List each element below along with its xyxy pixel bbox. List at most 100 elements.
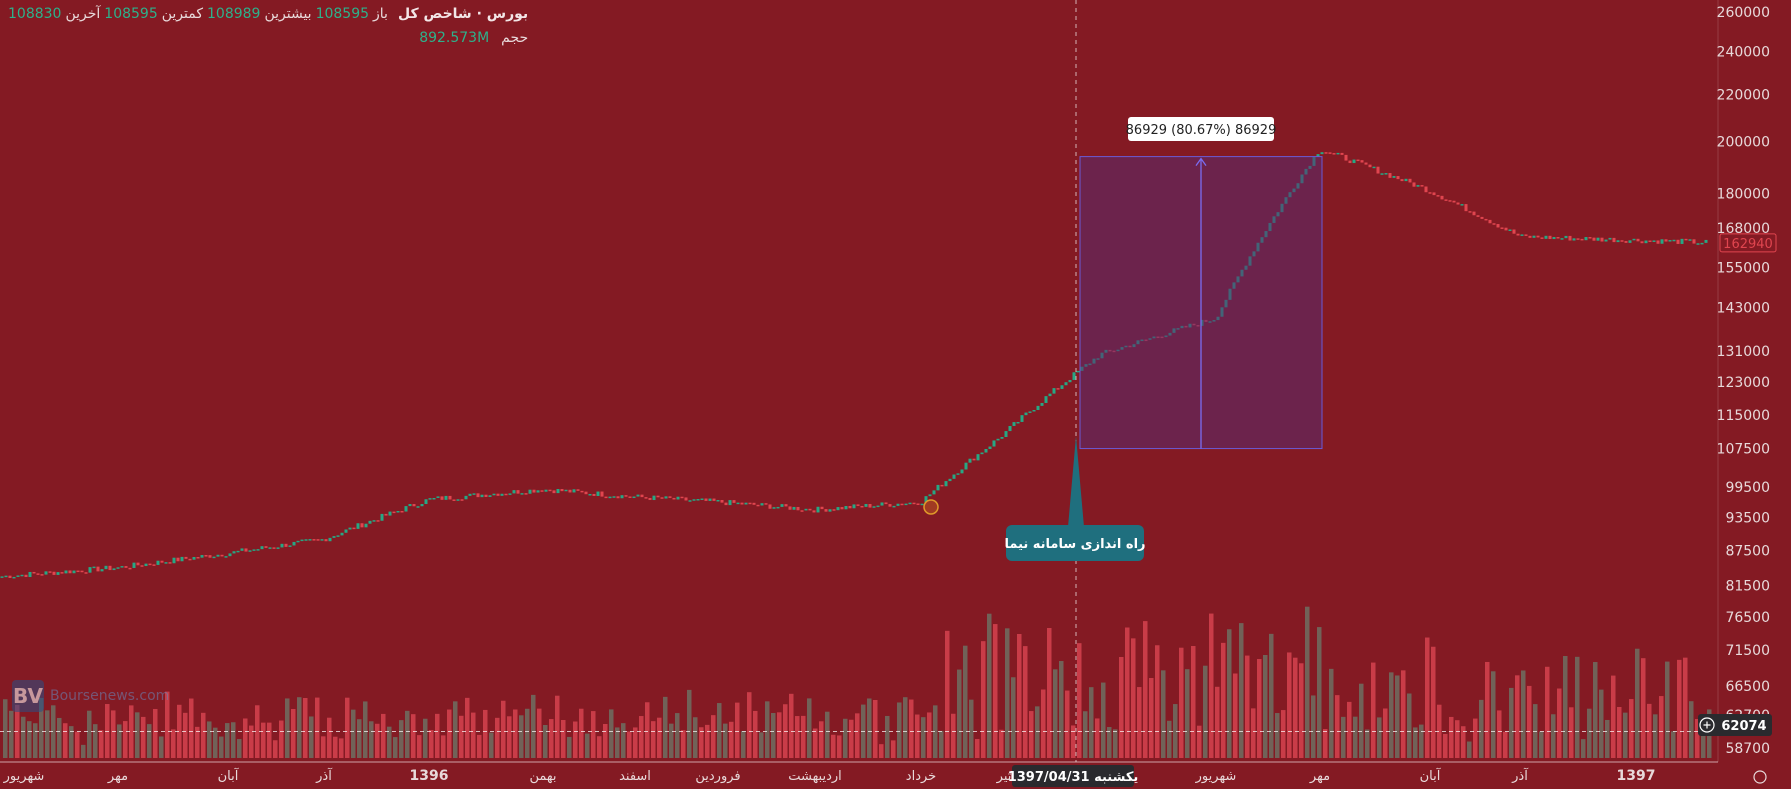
volume-bar xyxy=(339,738,344,758)
volume-bar xyxy=(885,715,890,758)
candle xyxy=(440,496,444,500)
candle xyxy=(392,511,396,514)
volume-bar xyxy=(1425,637,1430,758)
candle xyxy=(844,505,848,510)
volume-bar xyxy=(1587,708,1592,758)
candle xyxy=(504,493,508,496)
candle xyxy=(524,493,528,495)
volume-bar xyxy=(801,715,806,758)
volume-bar xyxy=(1413,727,1418,758)
candle xyxy=(1508,229,1512,231)
candle xyxy=(864,503,868,507)
candle xyxy=(1036,405,1040,410)
candle xyxy=(1516,233,1520,236)
time-tick-label: آبان xyxy=(218,767,240,784)
candle xyxy=(688,500,692,502)
volume-bar xyxy=(465,697,470,758)
volume-bar xyxy=(1635,648,1640,758)
volume-bar xyxy=(381,713,386,758)
candle xyxy=(120,566,124,568)
time-tick-label: 1397 xyxy=(1617,768,1656,784)
candle xyxy=(1476,215,1480,217)
volume-bar xyxy=(1605,719,1610,758)
candle xyxy=(1040,402,1044,406)
candle xyxy=(260,546,264,550)
volume-bar xyxy=(429,729,434,758)
volume-bar xyxy=(585,733,590,758)
candle xyxy=(384,513,388,516)
time-tick-label: آذر xyxy=(315,767,333,784)
volume-bar xyxy=(897,702,902,758)
volume-bar xyxy=(1143,621,1148,758)
candle xyxy=(264,546,268,548)
volume-bar xyxy=(1215,686,1220,758)
candle xyxy=(256,549,260,551)
price-tick-label: 220000 xyxy=(1717,87,1770,103)
volume-bar xyxy=(663,696,668,758)
volume-bar xyxy=(213,727,218,758)
candle xyxy=(700,498,704,501)
candle xyxy=(752,502,756,505)
volume-bar xyxy=(531,694,536,758)
volume-bar xyxy=(1107,727,1112,758)
candle xyxy=(1452,200,1456,203)
volume-bar xyxy=(69,726,74,758)
volume-bar xyxy=(1137,687,1142,758)
candle xyxy=(128,567,132,570)
volume-bar xyxy=(1485,661,1490,758)
volume-bar xyxy=(1029,711,1034,758)
candle xyxy=(956,473,960,475)
candle xyxy=(220,554,224,557)
volume-bar xyxy=(135,712,140,758)
volume-bar xyxy=(1311,695,1316,758)
candle xyxy=(576,489,580,491)
candle xyxy=(888,504,892,507)
high-label: بیشترین xyxy=(264,6,312,22)
candle xyxy=(164,562,168,564)
volume-bar xyxy=(813,728,818,758)
candle xyxy=(652,495,656,501)
volume-bar xyxy=(1569,707,1574,758)
candle xyxy=(748,502,752,505)
open-value: 108595 xyxy=(315,6,370,22)
candle xyxy=(584,491,588,495)
candle xyxy=(600,491,604,497)
candle xyxy=(724,502,728,506)
candle xyxy=(396,510,400,513)
volume-bar xyxy=(1083,711,1088,758)
volume-bar xyxy=(447,709,452,758)
time-tick-label: تیر xyxy=(996,769,1012,784)
candle xyxy=(564,489,568,492)
candle xyxy=(1692,239,1696,244)
volume-bar xyxy=(1017,634,1022,758)
candle xyxy=(872,506,876,508)
volume-bar xyxy=(1599,689,1604,758)
candle xyxy=(284,543,288,547)
volume-bar xyxy=(621,723,626,758)
volume-bar xyxy=(681,730,686,758)
candle xyxy=(1480,216,1484,219)
candle xyxy=(1704,239,1708,243)
volume-bar xyxy=(351,709,356,758)
candle xyxy=(1700,242,1704,245)
candle xyxy=(380,513,384,521)
volume-bar xyxy=(795,716,800,758)
volume-bar xyxy=(519,715,524,758)
candle xyxy=(1336,152,1340,155)
low-label: کمترین xyxy=(161,6,203,22)
volume-bar xyxy=(675,713,680,758)
candle xyxy=(236,550,240,553)
volume-bar xyxy=(399,720,404,758)
volume-bar xyxy=(375,723,380,758)
candle xyxy=(676,496,680,500)
volume-bar xyxy=(561,719,566,758)
candle xyxy=(1596,237,1600,241)
time-tick-label: آبان xyxy=(1420,767,1442,784)
volume-bar xyxy=(1491,671,1496,758)
volume-bar xyxy=(1299,663,1304,758)
candle xyxy=(1584,237,1588,241)
candle xyxy=(1672,239,1676,242)
candle xyxy=(1076,370,1080,373)
candle xyxy=(876,505,880,508)
